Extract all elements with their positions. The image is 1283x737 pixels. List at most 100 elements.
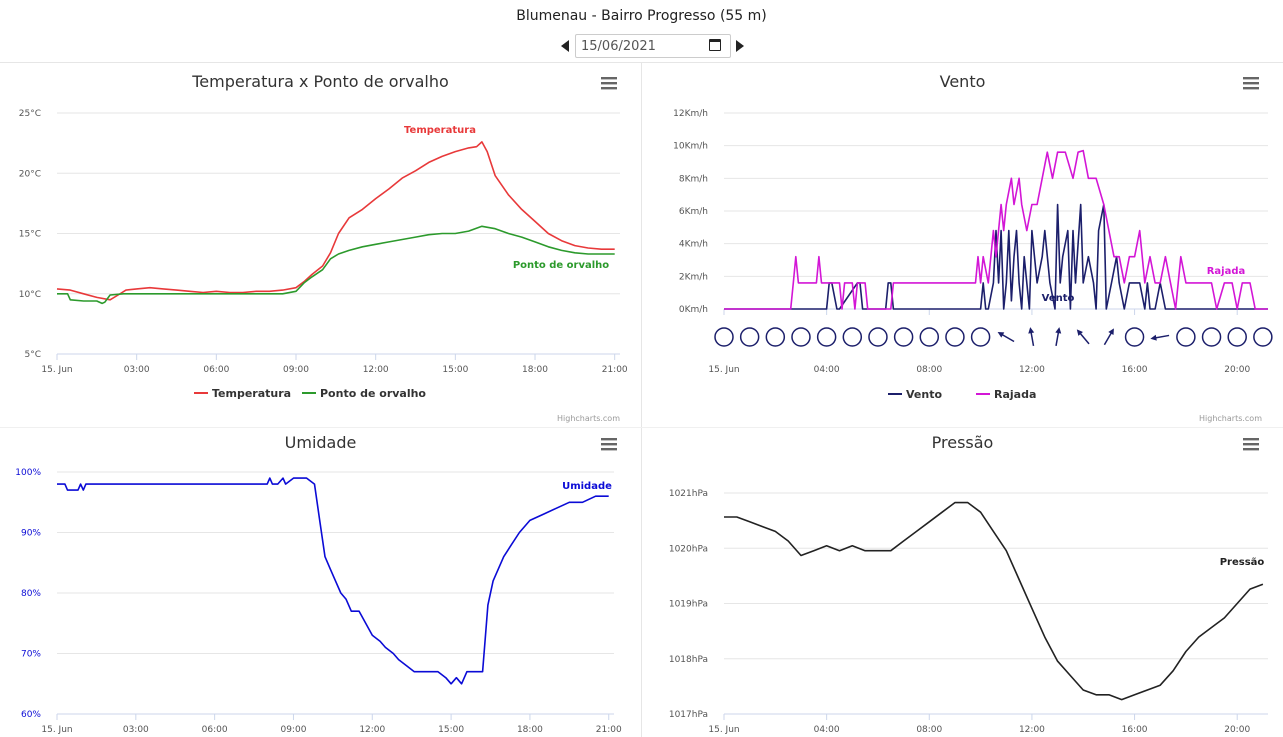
previous-day-arrow-icon[interactable]	[561, 40, 569, 52]
y-tick-label: 1019hPa	[669, 600, 708, 610]
menu-bar	[1243, 82, 1259, 85]
wind-calm-icon	[1253, 327, 1273, 347]
chart-menu-icon[interactable]	[1243, 77, 1259, 90]
pres-svg: Pressão 1017hPa 1018hPa 1019hPa 1020hPa 1021h…	[669, 433, 1268, 735]
series-line-temperatura	[56, 141, 615, 301]
x-tick-label: 03:00	[123, 725, 149, 735]
station-title: Blumenau - Bairro Progresso (55 m)	[516, 8, 767, 24]
wind-calm-icon	[970, 327, 991, 347]
wind-calm-icon	[1227, 327, 1247, 347]
menu-bar	[601, 77, 617, 80]
arrow-head	[1150, 334, 1157, 341]
y-tick-label: 8Km/h	[679, 174, 708, 184]
wind-calm-icon	[1201, 327, 1222, 347]
series-line-rajada	[724, 149, 1268, 310]
credits-label: Highcharts.com	[1199, 414, 1262, 423]
wind-direction-arrow-icon	[1076, 329, 1090, 345]
credits-label: Highcharts.com	[557, 414, 620, 423]
legend-item[interactable]: Rajada	[976, 388, 1036, 401]
legend-item[interactable]: Vento	[888, 388, 942, 401]
panel-divider-vertical	[641, 63, 642, 737]
series-label: Ponto de orvalho	[513, 260, 609, 271]
menu-bar	[601, 87, 617, 90]
wind-direction-arrow-icon	[1103, 328, 1114, 346]
wind-calm-icon	[945, 327, 965, 347]
wind-calm-icon	[868, 327, 888, 347]
legend-item[interactable]: Temperatura	[194, 387, 291, 400]
series-label: Vento	[1042, 293, 1075, 304]
x-tick-label: 15:00	[438, 725, 464, 735]
arrow-head	[1108, 328, 1114, 336]
calendar-icon[interactable]	[709, 39, 721, 51]
chart-menu-icon[interactable]	[601, 77, 617, 90]
x-tick-label: 21:00	[596, 725, 622, 735]
x-tick-label: 15. Jun	[708, 725, 739, 735]
series-label: Temperatura	[404, 125, 476, 136]
temp-svg: Temperatura x Ponto de orvalho 5°C 10°C 15°…	[19, 72, 628, 423]
wind-direction-arrow-icon	[1150, 334, 1170, 341]
wind-direction-arrow-icon	[1028, 327, 1035, 346]
series-label: Rajada	[1207, 266, 1246, 277]
chart-menu-icon[interactable]	[601, 438, 617, 451]
x-tick-label: 15:00	[442, 365, 468, 375]
temperature-dewpoint-chart: Temperatura x Ponto de orvalho 5°C 10°C 15°…	[0, 63, 641, 428]
series-line-vento	[724, 203, 1268, 310]
x-tick-label: 12:00	[363, 365, 389, 375]
hum-svg: Umidade 60% 70% 80% 90% 100% 15. Jun 03:00 06:00…	[15, 433, 622, 735]
y-tick-label: 100%	[15, 468, 41, 478]
x-tick-label: 16:00	[1122, 725, 1148, 735]
menu-bar	[601, 443, 617, 446]
legend-label: Rajada	[994, 388, 1036, 401]
wind-calm-icon	[919, 327, 940, 347]
y-tick-label: 20°C	[19, 169, 41, 179]
wind-direction-arrow-icon	[997, 332, 1015, 343]
wind-calm-icon	[842, 327, 863, 347]
y-tick-label: 2Km/h	[679, 272, 708, 282]
x-tick-label: 06:00	[202, 725, 228, 735]
chart-title: Vento	[940, 72, 986, 91]
next-day-arrow-icon[interactable]	[736, 40, 744, 52]
y-tick-label: 1021hPa	[669, 489, 708, 499]
x-tick-label: 08:00	[916, 725, 942, 735]
y-tick-label: 80%	[21, 589, 41, 599]
x-tick-label: 03:00	[124, 365, 150, 375]
arrow-head	[1076, 329, 1083, 336]
y-tick-label: 5°C	[24, 350, 41, 360]
legend-item[interactable]: Ponto de orvalho	[302, 387, 426, 400]
x-tick-label: 21:00	[602, 365, 628, 375]
x-tick-label: 20:00	[1224, 725, 1250, 735]
arrow-head	[1055, 327, 1062, 334]
menu-bar	[601, 448, 617, 451]
x-tick-label: 08:00	[916, 365, 942, 375]
legend-label: Temperatura	[212, 387, 291, 400]
wind-calm-icon	[739, 327, 760, 347]
x-tick-label: 04:00	[814, 365, 840, 375]
wind-svg: Vento 0Km/h 2Km/h 4Km/h 6Km/h 8Km/h 10Km/h 12Km…	[673, 72, 1273, 423]
y-tick-label: 10Km/h	[673, 142, 708, 152]
x-tick-label: 15. Jun	[708, 365, 739, 375]
x-tick-label: 15. Jun	[41, 365, 72, 375]
y-tick-label: 4Km/h	[679, 240, 708, 250]
wind-direction-arrow-icon	[1055, 327, 1062, 346]
series-line-ponto-de-orvalho	[57, 225, 615, 305]
x-tick-label: 15. Jun	[41, 725, 72, 735]
y-tick-label: 1018hPa	[669, 655, 708, 665]
y-tick-label: 90%	[21, 529, 41, 539]
x-tick-label: 12:00	[359, 725, 385, 735]
menu-bar	[1243, 443, 1259, 446]
chart-title: Umidade	[285, 433, 357, 452]
y-tick-label: 10°C	[19, 290, 41, 300]
x-tick-label: 16:00	[1122, 365, 1148, 375]
wind-chart: Vento 0Km/h 2Km/h 4Km/h 6Km/h 8Km/h 10Km/h 12Km…	[642, 63, 1283, 428]
wind-calm-icon	[1124, 327, 1145, 347]
menu-bar	[1243, 448, 1259, 451]
chart-title: Temperatura x Ponto de orvalho	[191, 72, 449, 91]
chart-menu-icon[interactable]	[1243, 438, 1259, 451]
x-tick-label: 20:00	[1224, 365, 1250, 375]
wind-calm-icon	[816, 327, 837, 347]
menu-bar	[1243, 87, 1259, 90]
y-tick-label: 70%	[21, 650, 41, 660]
legend-label: Ponto de orvalho	[320, 387, 426, 400]
y-tick-label: 60%	[21, 710, 41, 720]
date-input[interactable]	[575, 34, 731, 58]
